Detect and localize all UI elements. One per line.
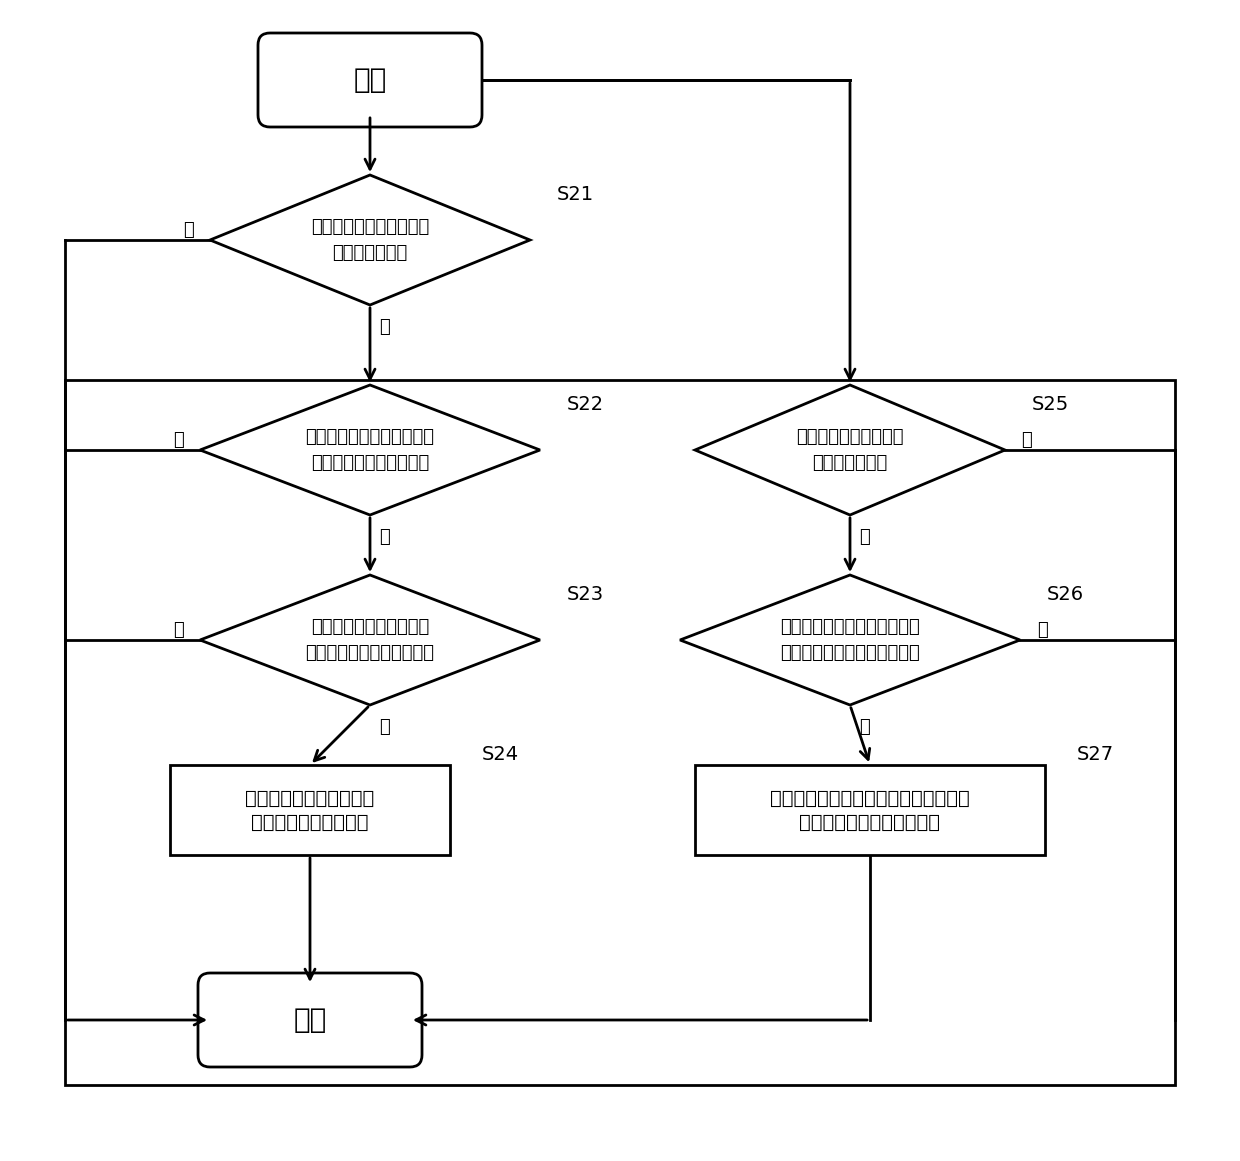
Text: 块设备插入消息: 块设备插入消息 xyxy=(332,244,408,262)
Text: 将块设备移除消息对应的块设备的设备: 将块设备移除消息对应的块设备的设备 xyxy=(770,788,970,808)
Text: 否: 否 xyxy=(172,431,184,449)
Text: 存在目标块设备的设备信息: 存在目标块设备的设备信息 xyxy=(305,644,434,662)
Text: 否: 否 xyxy=(1022,431,1033,449)
Text: 判断多路径黑名单是否存在块: 判断多路径黑名单是否存在块 xyxy=(780,618,920,636)
FancyBboxPatch shape xyxy=(258,33,482,127)
Polygon shape xyxy=(694,385,1004,515)
Text: 块设备移除消息: 块设备移除消息 xyxy=(812,454,888,473)
Text: S24: S24 xyxy=(481,745,518,764)
Text: 监测系统消息中是否出现: 监测系统消息中是否出现 xyxy=(311,218,429,236)
Text: 开始: 开始 xyxy=(353,66,387,94)
Text: 块设备是否为目标块设备: 块设备是否为目标块设备 xyxy=(311,454,429,473)
Text: 否: 否 xyxy=(379,717,391,736)
Text: 是: 是 xyxy=(859,717,870,736)
Text: 判断块设备插入消息对应的: 判断块设备插入消息对应的 xyxy=(305,428,434,446)
Bar xyxy=(694,765,1045,854)
Text: 是: 是 xyxy=(379,318,391,336)
Polygon shape xyxy=(200,575,539,705)
Text: 否: 否 xyxy=(182,221,193,239)
Polygon shape xyxy=(200,385,539,515)
Text: S22: S22 xyxy=(567,396,604,414)
Text: 结束: 结束 xyxy=(294,1005,326,1034)
Polygon shape xyxy=(210,175,529,305)
Text: 判断多路径黑名单中是否: 判断多路径黑名单中是否 xyxy=(311,618,429,636)
Text: 设备移除消息对应的设备信息: 设备移除消息对应的设备信息 xyxy=(780,644,920,662)
Text: 否: 否 xyxy=(1037,621,1048,639)
Text: 添加到多路径黑名单中: 添加到多路径黑名单中 xyxy=(252,813,368,831)
Text: 是: 是 xyxy=(172,621,184,639)
Text: S23: S23 xyxy=(567,585,604,605)
Polygon shape xyxy=(680,575,1021,705)
Bar xyxy=(170,765,450,854)
Text: 监测系统消息是否出现: 监测系统消息是否出现 xyxy=(796,428,904,446)
Text: S21: S21 xyxy=(557,186,594,204)
Text: S25: S25 xyxy=(1032,396,1069,414)
Text: 是: 是 xyxy=(379,528,391,546)
Bar xyxy=(64,380,1176,1086)
Text: 信息从多路径黑名单中移除: 信息从多路径黑名单中移除 xyxy=(800,813,940,831)
FancyBboxPatch shape xyxy=(198,973,422,1067)
Text: S27: S27 xyxy=(1076,745,1114,764)
Text: 是: 是 xyxy=(859,528,870,546)
Text: S26: S26 xyxy=(1047,585,1084,605)
Text: 将目标块设备的设备信息: 将目标块设备的设备信息 xyxy=(246,788,374,808)
